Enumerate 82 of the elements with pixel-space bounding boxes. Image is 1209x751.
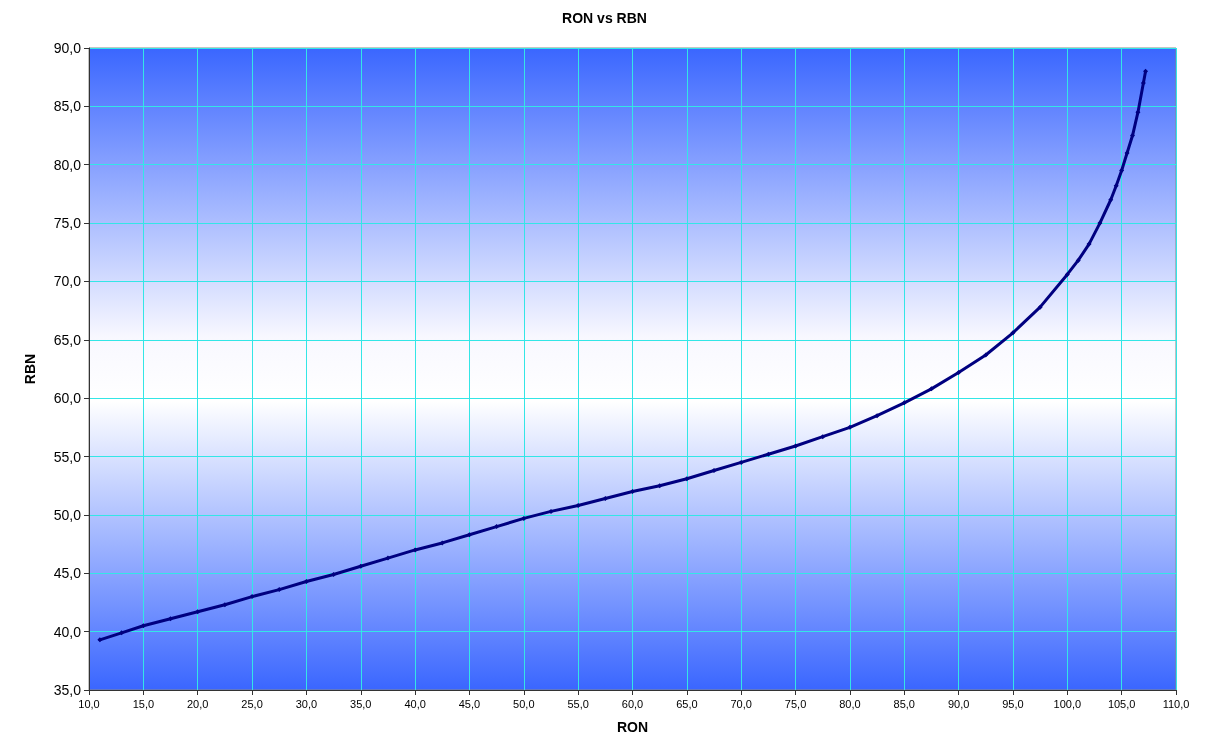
point (765, 451, 771, 457)
point (874, 413, 880, 419)
x-tick-label: 40,0 (404, 697, 426, 710)
point (276, 587, 282, 593)
y-axis-title: RBN (22, 353, 38, 385)
x-tick-label: 80,0 (839, 697, 861, 710)
point (1143, 68, 1149, 74)
y-tick-label: 80,0 (53, 156, 82, 173)
x-tick-label: 35,0 (350, 697, 372, 710)
point (119, 630, 125, 636)
point (793, 443, 799, 449)
point (1010, 330, 1016, 336)
point (1075, 257, 1081, 263)
point (140, 623, 146, 629)
point (168, 616, 174, 622)
point (711, 468, 717, 474)
x-tick-label: 90,0 (947, 697, 970, 710)
x-tick-label: 50,0 (513, 697, 535, 710)
point (303, 578, 309, 584)
point (548, 508, 554, 514)
point (1140, 80, 1146, 86)
point (1037, 304, 1043, 310)
x-tick-label: 10,0 (78, 697, 100, 710)
y-tick-label: 35,0 (53, 682, 82, 698)
x-tick-label: 75,0 (784, 697, 807, 710)
point (1097, 220, 1103, 226)
y-tick-label: 65,0 (53, 331, 82, 348)
x-tick-label: 30,0 (295, 697, 318, 710)
point (385, 555, 391, 561)
y-tick-label: 40,0 (53, 623, 82, 640)
point (602, 496, 608, 502)
y-tick-label: 55,0 (53, 448, 82, 465)
point (630, 489, 635, 495)
point (684, 476, 690, 482)
point (901, 400, 907, 406)
point (847, 424, 853, 430)
y-tick-label: 90,0 (53, 40, 82, 56)
point (956, 370, 962, 375)
point (1124, 150, 1130, 156)
point (1119, 168, 1125, 174)
point (249, 594, 255, 600)
x-tick-label: 95,0 (1002, 697, 1024, 710)
point (466, 532, 472, 538)
point (1113, 183, 1119, 189)
y-tick-label: 60,0 (53, 390, 82, 407)
point (521, 515, 527, 521)
x-tick-label: 15,0 (132, 697, 155, 710)
point (331, 571, 337, 577)
point (1086, 241, 1092, 247)
point (820, 434, 826, 440)
x-tick-label: 70,0 (730, 697, 752, 710)
point (1130, 133, 1136, 139)
point (1108, 197, 1114, 203)
x-tick-label: 65,0 (676, 697, 698, 710)
point (97, 637, 103, 643)
y-tick-label: 75,0 (53, 215, 82, 232)
x-tick-label: 85,0 (893, 697, 915, 710)
point (738, 459, 744, 465)
y-tick-label: 50,0 (53, 506, 82, 523)
x-tick-label: 55,0 (567, 697, 589, 710)
point (657, 483, 663, 489)
y-tick-label: 45,0 (53, 565, 82, 582)
x-tick-label: 105,0 (1107, 697, 1136, 710)
y-tick-label: 70,0 (53, 273, 82, 290)
point (358, 563, 364, 569)
point (575, 503, 581, 509)
point (983, 352, 989, 358)
point (195, 609, 201, 615)
point (412, 547, 418, 553)
point (494, 524, 500, 530)
x-tick-label: 20,0 (186, 697, 209, 710)
x-tick-label: 100,0 (1053, 697, 1082, 710)
x-tick-label: 60,0 (621, 697, 644, 710)
x-axis-title: RON (616, 719, 649, 735)
chart-title: RON vs RBN (562, 10, 647, 26)
x-tick-label: 25,0 (241, 697, 263, 710)
point (928, 386, 934, 392)
point (222, 602, 228, 608)
x-tick-label: 110,0 (1162, 697, 1190, 710)
point (1064, 271, 1070, 277)
x-tick-label: 45,0 (458, 697, 481, 710)
y-tick-label: 85,0 (53, 98, 82, 115)
